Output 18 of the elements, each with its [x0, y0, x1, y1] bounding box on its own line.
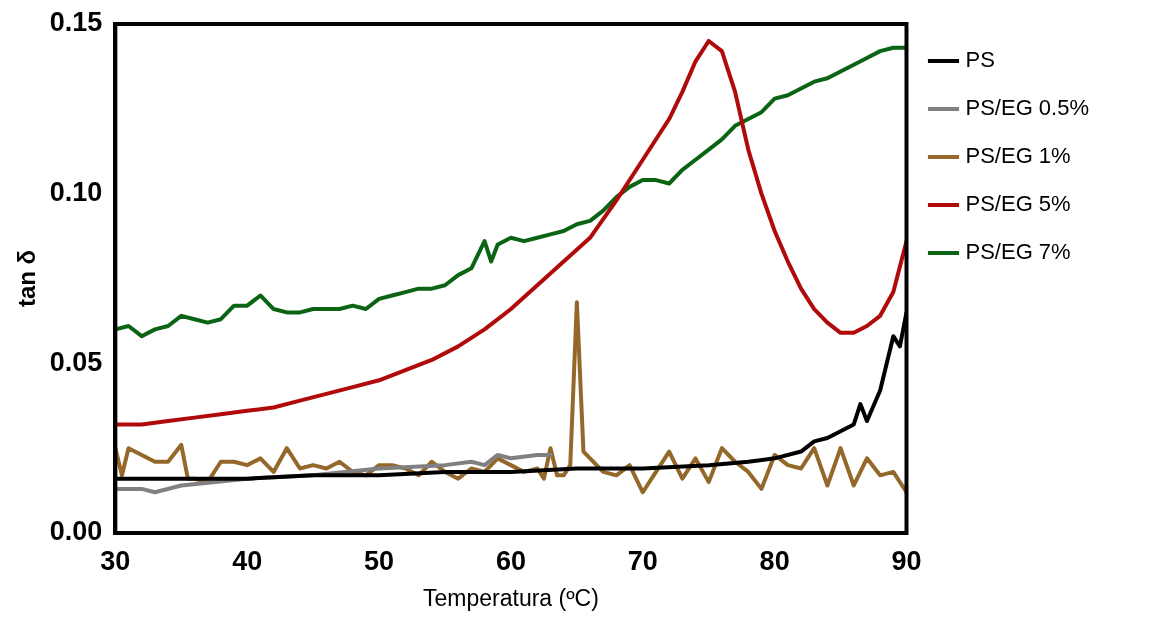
- x-axis-title: Temperatura (ºC): [423, 584, 599, 611]
- x-tick-label: 80: [759, 545, 790, 576]
- legend-label: PS: [965, 47, 995, 73]
- x-tick-label: 50: [364, 545, 395, 576]
- y-tick-label: 0.10: [49, 177, 103, 208]
- x-tick-label: 60: [495, 545, 526, 576]
- y-axis-title: tan δ: [13, 249, 41, 308]
- legend-label: PS/EG 7%: [965, 239, 1071, 265]
- y-tick-label: 0.00: [49, 516, 103, 547]
- legend-label: PS/EG 5%: [965, 191, 1071, 217]
- y-tick-label: 0.15: [49, 7, 103, 38]
- x-tick-label: 40: [232, 545, 263, 576]
- x-tick-label: 90: [891, 545, 922, 576]
- x-tick-label: 70: [627, 545, 658, 576]
- legend-label: PS/EG 1%: [965, 143, 1071, 169]
- legend-label: PS/EG 0.5%: [965, 95, 1090, 121]
- y-tick-label: 0.05: [49, 346, 103, 377]
- x-tick-label: 30: [100, 545, 131, 576]
